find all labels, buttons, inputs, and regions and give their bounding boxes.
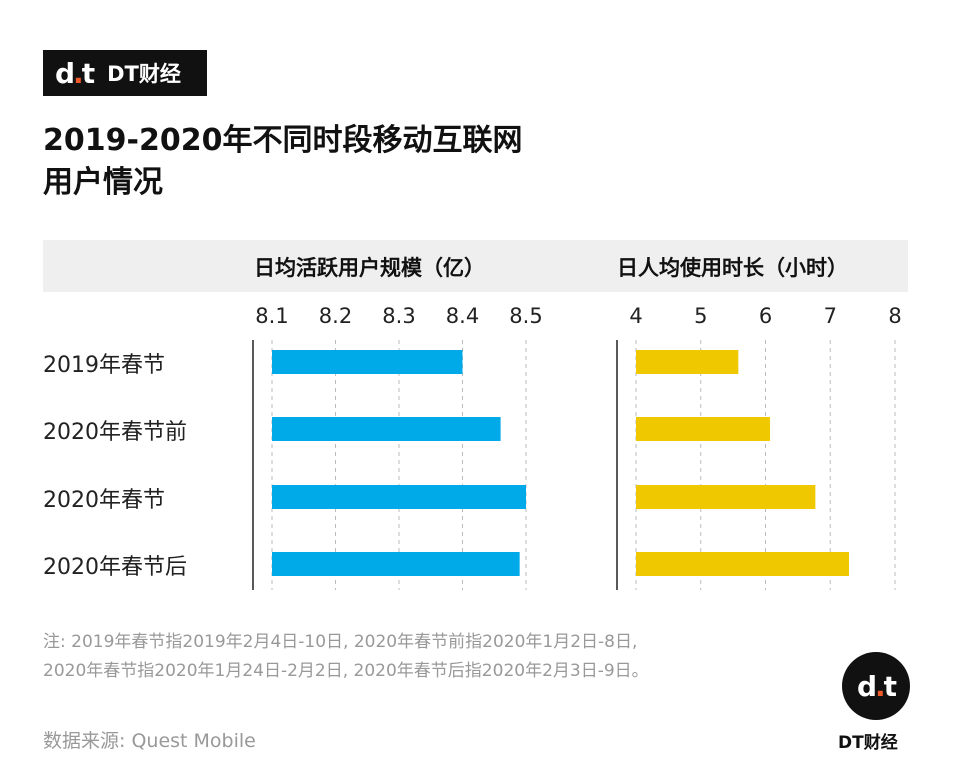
page-title: 2019-2020年不同时段移动互联网 用户情况 (43, 120, 522, 204)
tick-label: 8.5 (509, 304, 543, 328)
tick-label: 4 (629, 304, 643, 328)
chart-title-right: 日人均使用时长（小时） (617, 256, 848, 280)
category-label: 2019年春节 (43, 353, 165, 378)
tick-label: 7 (823, 304, 837, 328)
tick-label: 5 (694, 304, 708, 328)
tick-label: 6 (758, 304, 773, 328)
category-label: 2020年春节前 (43, 420, 187, 445)
brand-logo-circle: d.t (842, 652, 910, 720)
source-note: 数据来源: Quest Mobile (43, 730, 256, 752)
bar-dau-2 (272, 485, 526, 509)
tick-label: 8.3 (382, 304, 416, 328)
tick-label: 8.1 (255, 304, 289, 328)
title-line-1: 2019-2020年不同时段移动互联网 (43, 123, 523, 158)
chart-title-left: 日均活跃用户规模（亿） (254, 256, 485, 280)
bar-duration-3 (636, 552, 850, 576)
bar-duration-1 (636, 417, 771, 441)
footnote-line-2: 2020年春节指2020年1月24日-2月2日, 2020年春节后指2020年2… (43, 661, 649, 681)
category-label: 2020年春节 (43, 488, 165, 513)
bar-dau-3 (272, 552, 520, 576)
title-line-2: 用户情况 (43, 165, 163, 200)
bar-dau-0 (272, 350, 463, 374)
brand-name: DT财经 (838, 733, 898, 753)
footnote-line-1: 注: 2019年春节指2019年2月4日-10日, 2020年春节前指2020年… (43, 632, 638, 652)
bar-duration-2 (636, 485, 816, 509)
brand-logo: d.t DT财经 (43, 50, 207, 96)
tick-label: 8.4 (445, 304, 480, 328)
bar-dau-1 (272, 417, 501, 441)
chart-header-band: 日均活跃用户规模（亿） 日人均使用时长（小时） (43, 240, 908, 292)
tick-label: 8.2 (318, 304, 353, 328)
tick-label: 8 (888, 304, 902, 328)
bar-duration-0 (636, 350, 739, 374)
category-label: 2020年春节后 (43, 555, 187, 580)
